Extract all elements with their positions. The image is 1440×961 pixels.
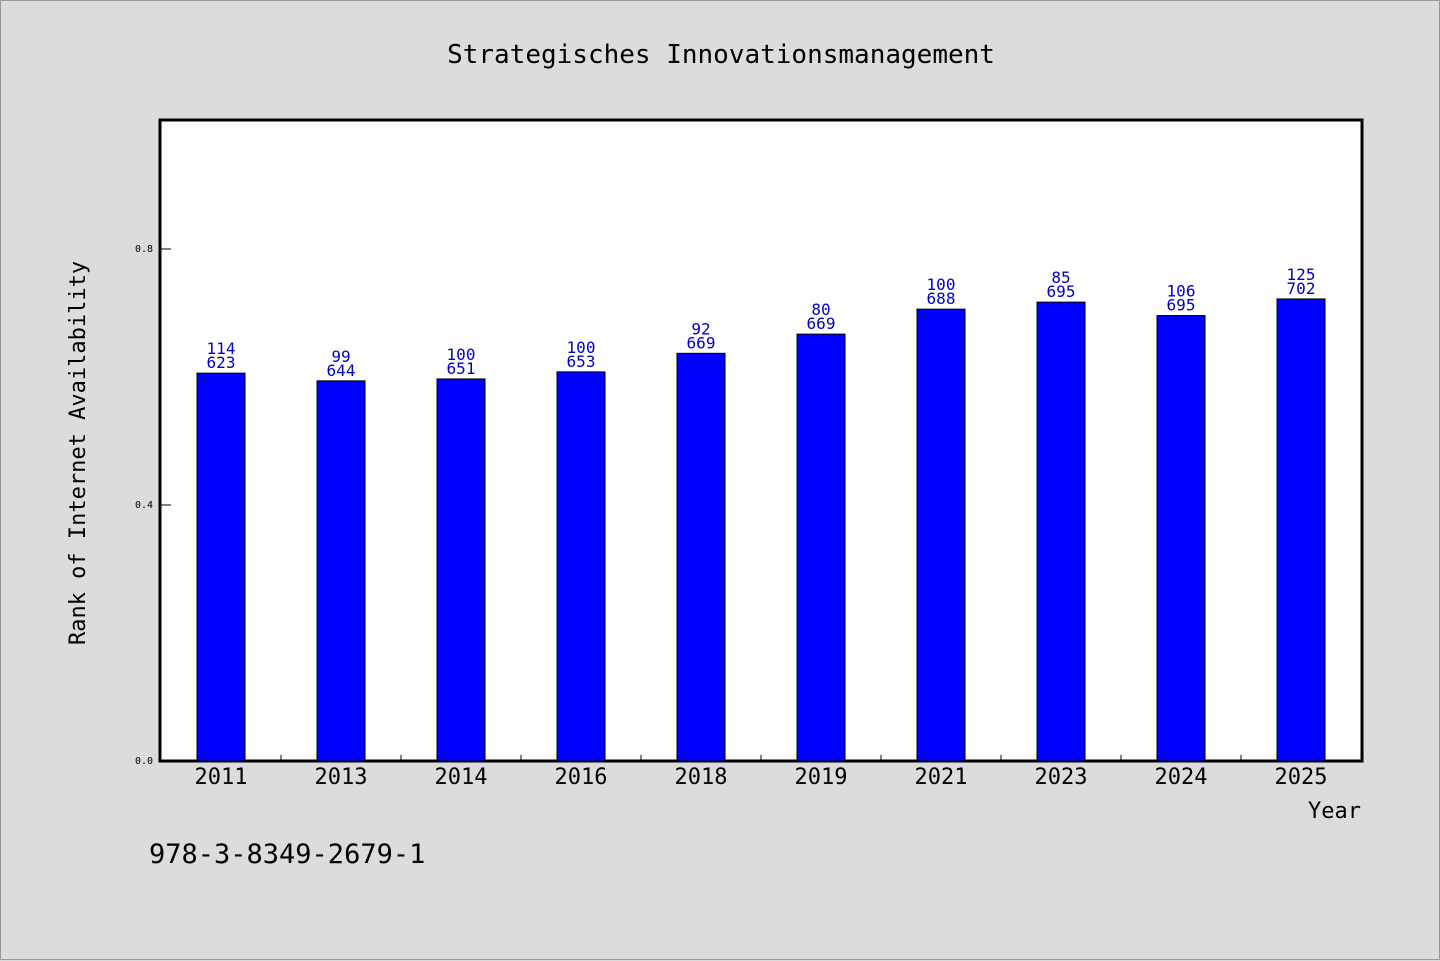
x-tick-label-2013: 2013	[315, 765, 368, 790]
bar-2023	[1036, 301, 1086, 762]
bar-label-top-2013: 99	[331, 347, 350, 366]
bar-label-top-2014: 100	[447, 345, 476, 364]
bar-label-bottom-2024: 695	[1167, 296, 1196, 315]
bar-2018	[676, 352, 726, 762]
bar-label-top-2023: 85	[1051, 268, 1070, 287]
isbn-footnote: 978-3-8349-2679-1	[149, 839, 425, 870]
x-tick-label-2023: 2023	[1035, 765, 1088, 790]
x-tick-label-2025: 2025	[1275, 765, 1328, 790]
x-tick-label-2011: 2011	[195, 765, 248, 790]
bar-label-bottom-2025: 702	[1287, 279, 1316, 298]
bar-label-top-2018: 92	[691, 319, 710, 338]
bar-2021	[916, 308, 966, 762]
y-axis-label: Rank of Internet Availability	[66, 261, 91, 645]
bar-label-top-2019: 80	[811, 300, 830, 319]
x-tick-label-2019: 2019	[795, 765, 848, 790]
x-tick-label-2024: 2024	[1155, 765, 1208, 790]
bars-group	[196, 298, 1326, 762]
x-tick-label-2014: 2014	[435, 765, 488, 790]
chart-title: Strategisches Innovationsmanagement	[447, 40, 995, 70]
bar-2011	[196, 372, 246, 762]
bar-label-top-2011: 114	[207, 339, 236, 358]
bar-label-top-2021: 100	[927, 275, 956, 294]
bar-label-bottom-2021: 688	[927, 289, 956, 308]
bar-2025	[1276, 298, 1326, 762]
y-tick-label-0.4: 0.4	[135, 500, 153, 511]
bar-label-bottom-2013: 644	[327, 361, 356, 380]
y-tick-label-0.0: 0.0	[135, 756, 153, 767]
x-axis-ticks: 2011 2013 2014 2016 2018 2019 2021 2023 2024 2025	[195, 755, 1328, 790]
bar-2013	[316, 380, 366, 762]
x-tick-label-2021: 2021	[915, 765, 968, 790]
bar-2024	[1156, 315, 1206, 762]
y-tick-label-0.8: 0.8	[135, 244, 153, 255]
y-axis-ticks: 0.0 0.4 0.8	[135, 244, 171, 767]
bar-label-bottom-2023: 695	[1047, 282, 1076, 301]
bar-2014	[436, 378, 486, 762]
bar-label-top-2024: 106	[1167, 282, 1196, 301]
x-tick-label-2018: 2018	[675, 765, 728, 790]
bar-2019	[796, 333, 846, 762]
bar-label-top-2016: 100	[567, 338, 596, 357]
x-axis-label: Year	[1308, 799, 1361, 824]
bar-label-bottom-2011: 623	[207, 353, 236, 372]
bar-label-bottom-2019: 669	[807, 314, 836, 333]
bar-label-top-2025: 125	[1287, 265, 1316, 284]
bar-label-bottom-2016: 653	[567, 352, 596, 371]
bar-2016	[556, 371, 606, 762]
bar-label-bottom-2018: 669	[687, 333, 716, 352]
bar-label-bottom-2014: 651	[447, 359, 476, 378]
x-tick-label-2016: 2016	[555, 765, 608, 790]
